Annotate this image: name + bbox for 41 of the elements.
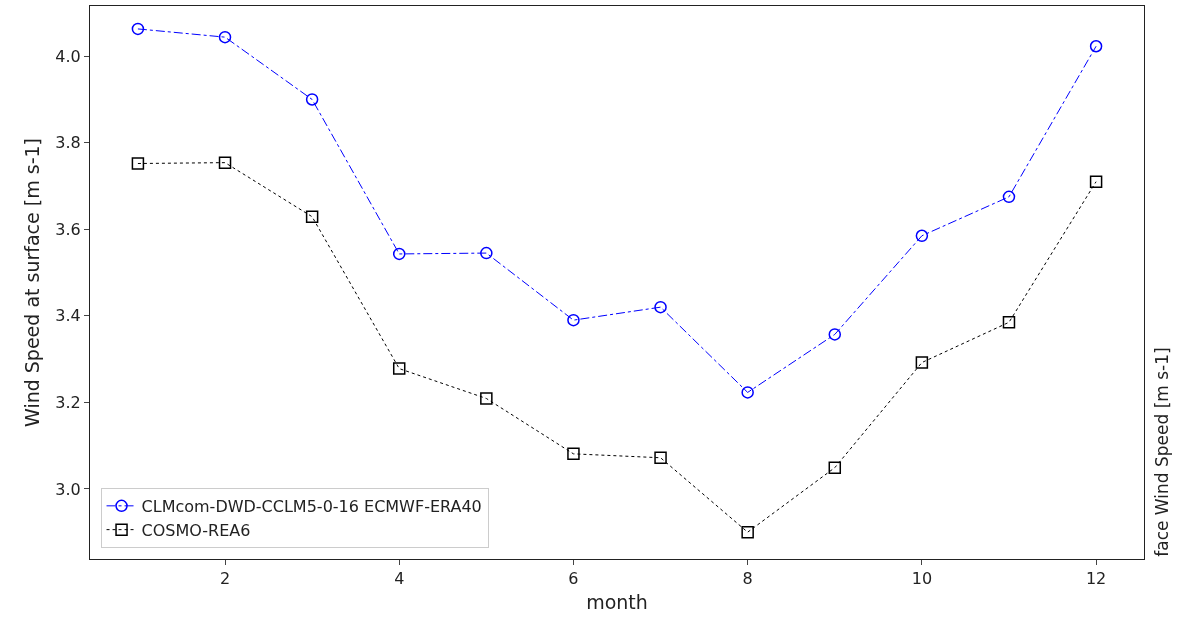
point: [480, 246, 493, 260]
point: [1002, 316, 1016, 329]
point: [305, 210, 319, 223]
x-tick-label: 8: [742, 569, 753, 589]
y-axis-title: Wind Speed at surface [m s-1]: [21, 138, 44, 427]
y-tick-label: 4.0: [55, 46, 81, 66]
point: [305, 93, 319, 106]
point: [392, 362, 406, 375]
point: [654, 451, 667, 464]
point: [915, 229, 929, 243]
x-tick-label: 2: [219, 569, 231, 589]
text: face Wind Speed [m s-1]: [1151, 347, 1172, 557]
point: [654, 300, 667, 314]
x-tick-label: 6: [568, 569, 579, 589]
point: [218, 30, 232, 44]
point: [741, 386, 754, 399]
x-tick-label: 12: [1085, 569, 1107, 589]
y-tick-label: 3.4: [55, 306, 81, 326]
point: [828, 461, 842, 474]
legend-label: COSMO-REA6: [141, 520, 251, 540]
legend-label: CLMcom-DWD-CCLM5-0-16 ECMWF-ERA40: [141, 497, 482, 517]
x-axis-title: month: [586, 591, 648, 613]
y-tick-label: 3.0: [55, 479, 81, 499]
point: [1002, 190, 1016, 204]
point: [567, 447, 580, 461]
point: [1089, 175, 1103, 188]
point: [741, 525, 754, 539]
point: [1089, 39, 1103, 53]
point: [480, 392, 493, 405]
y-tick-label: 3.6: [55, 219, 81, 239]
point: [915, 356, 929, 369]
x-tick-label: 10: [911, 569, 933, 589]
point: [218, 156, 232, 169]
y-tick-label: 3.8: [55, 133, 81, 153]
point: [131, 22, 145, 36]
point: [828, 328, 842, 341]
x-tick-label: 4: [394, 569, 405, 589]
point: [392, 247, 406, 261]
y-tick-label: 3.2: [55, 392, 81, 412]
point: [567, 313, 580, 327]
point: [131, 157, 145, 170]
